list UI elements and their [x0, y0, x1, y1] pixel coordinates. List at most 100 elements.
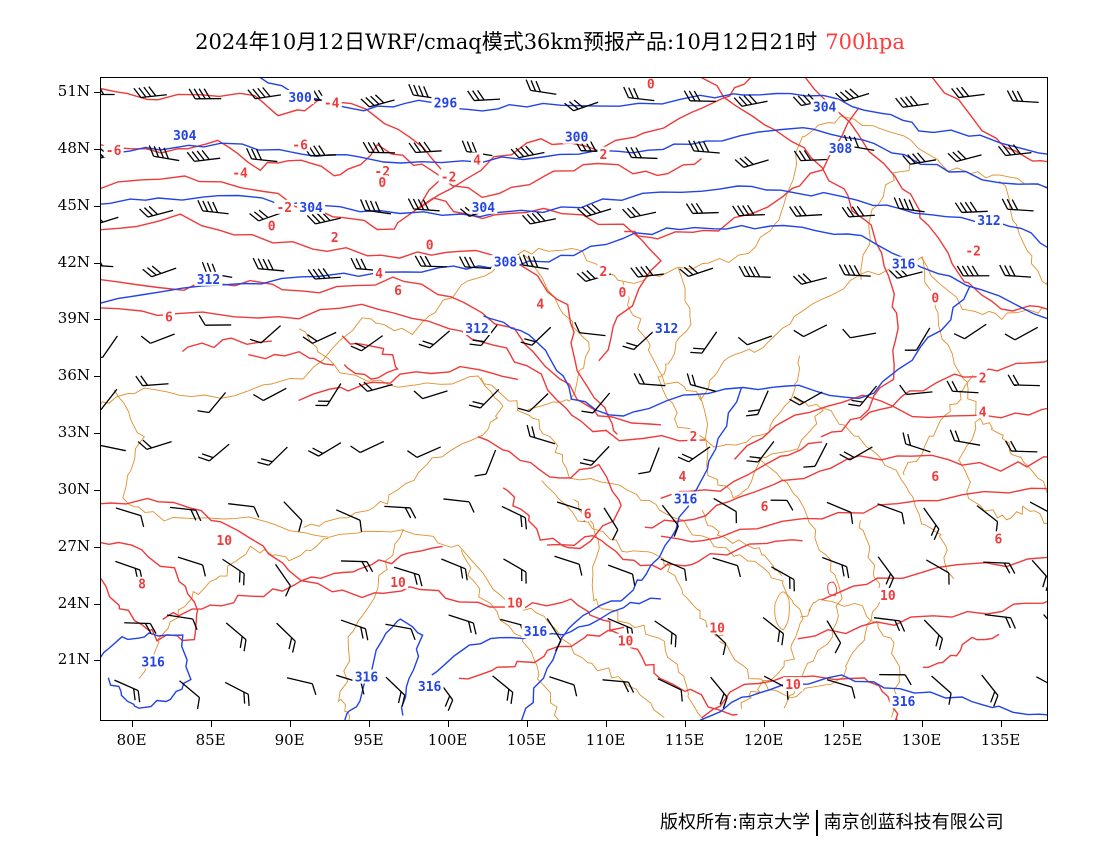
wind-barb	[549, 676, 578, 697]
temperature-contour-label: -2	[276, 201, 292, 216]
wind-barb	[803, 442, 828, 468]
lon-tick-label: 90E	[274, 731, 305, 749]
lat-tick-label: 42N	[57, 252, 90, 271]
wind-barb	[579, 445, 610, 466]
wind-barb	[946, 380, 979, 394]
wind-barb	[879, 673, 912, 686]
wind-barb	[286, 677, 317, 696]
temperature-contour-label-bg	[687, 428, 700, 443]
wind-barb	[441, 558, 468, 581]
island-outline	[774, 591, 790, 631]
temperature-contour-label: 4	[375, 267, 383, 282]
lon-tick-label: 80E	[116, 731, 147, 749]
wind-barb	[581, 392, 611, 414]
temperature-contour-layer	[101, 78, 1047, 720]
temperature-contour-label-bg	[504, 595, 525, 610]
temperature-contour-label-bg	[392, 283, 405, 298]
wind-barb	[839, 446, 873, 461]
wind-barb	[362, 141, 396, 154]
wind-barb	[526, 424, 556, 445]
boundary-line	[657, 355, 801, 448]
boundary-line	[659, 267, 692, 378]
height-contour-label-bg	[562, 129, 591, 144]
temperature-contour-label: 10	[709, 621, 725, 636]
wind-barb	[137, 439, 172, 450]
wind-barb	[734, 156, 769, 169]
temperature-contour-label: 0	[647, 78, 655, 93]
temperature-contour-label: 4	[979, 405, 987, 420]
boundary-layer	[101, 115, 1047, 720]
wind-barb	[350, 335, 384, 352]
lon-tick	[763, 721, 765, 727]
wind-barb	[638, 447, 660, 475]
height-contour-label: 300	[565, 131, 589, 146]
height-contour-label: 316	[418, 680, 442, 695]
wind-barb	[746, 440, 775, 463]
height-contour-label: 296	[434, 97, 458, 112]
wind-barb	[607, 564, 636, 586]
lat-tick-label: 45N	[57, 195, 90, 214]
copyright-left: 版权所有:南京大学	[660, 812, 811, 833]
height-contour-label-bg	[974, 213, 1003, 228]
boundary-line	[113, 389, 665, 718]
wind-barb	[984, 613, 1016, 629]
wind-barb	[688, 140, 720, 154]
wind-barb	[602, 679, 635, 693]
wind-barb	[902, 432, 931, 453]
wind-barb	[166, 614, 198, 631]
wind-barb	[275, 564, 291, 597]
temperature-contour-label-bg	[290, 137, 311, 152]
temperature-contour-label: 10	[880, 589, 896, 604]
wind-barb	[360, 94, 395, 108]
temperature-contour-line	[181, 337, 272, 353]
temperature-contour-line	[341, 335, 399, 380]
wind-barb	[789, 205, 823, 217]
wind-barb	[384, 505, 417, 519]
temperature-contour-line	[931, 78, 1047, 163]
lon-tick-label: 135E	[980, 731, 1021, 749]
temperature-contour-label-bg	[877, 588, 898, 603]
temperature-contour-label-bg	[615, 633, 636, 648]
height-contour-label-bg	[652, 321, 681, 336]
wind-barb	[999, 264, 1032, 278]
wind-barb	[198, 443, 230, 462]
boundary-line	[958, 414, 1047, 524]
wind-barb	[443, 498, 475, 513]
lon-tick-label: 100E	[427, 731, 468, 749]
temperature-contour-label-bg	[265, 218, 278, 233]
wind-barb	[923, 507, 940, 541]
copyright-divider	[816, 810, 818, 836]
wind-barb	[842, 328, 877, 339]
wind-barb	[826, 501, 854, 525]
wind-barb	[385, 623, 416, 641]
temperature-contour-label-bg	[644, 78, 657, 91]
temperature-contour-label: -4	[324, 97, 340, 112]
temperature-contour-label: 6	[165, 311, 173, 326]
temperature-contour-label-bg	[136, 576, 149, 591]
temperature-contour-line	[624, 107, 860, 240]
lon-tick-label: 85E	[195, 731, 226, 749]
wind-barb	[630, 265, 664, 278]
temperature-contour-label-bg	[373, 266, 386, 281]
boundary-line	[101, 115, 1047, 405]
height-contour-label: 304	[472, 201, 496, 216]
wind-barb	[877, 556, 895, 589]
boundary-line	[860, 158, 919, 281]
wind-barb	[998, 144, 1032, 157]
wind-barb	[841, 205, 875, 218]
wind-barb	[501, 505, 528, 530]
wind-barb	[713, 497, 737, 524]
temperature-contour-label: 0	[426, 239, 434, 254]
boundary-line	[719, 520, 882, 699]
wind-barb	[733, 94, 768, 107]
temperature-contour-label-bg	[321, 95, 342, 110]
wind-barb	[350, 440, 385, 454]
wind-barb	[677, 446, 711, 463]
lon-tick-label: 120E	[743, 731, 784, 749]
lon-tick-label: 110E	[585, 731, 626, 749]
wind-barb	[170, 506, 202, 522]
temperature-contour-line	[477, 436, 622, 550]
wind-barb	[114, 679, 141, 703]
temperature-contour-line	[162, 545, 443, 620]
wind-barb	[826, 679, 856, 699]
